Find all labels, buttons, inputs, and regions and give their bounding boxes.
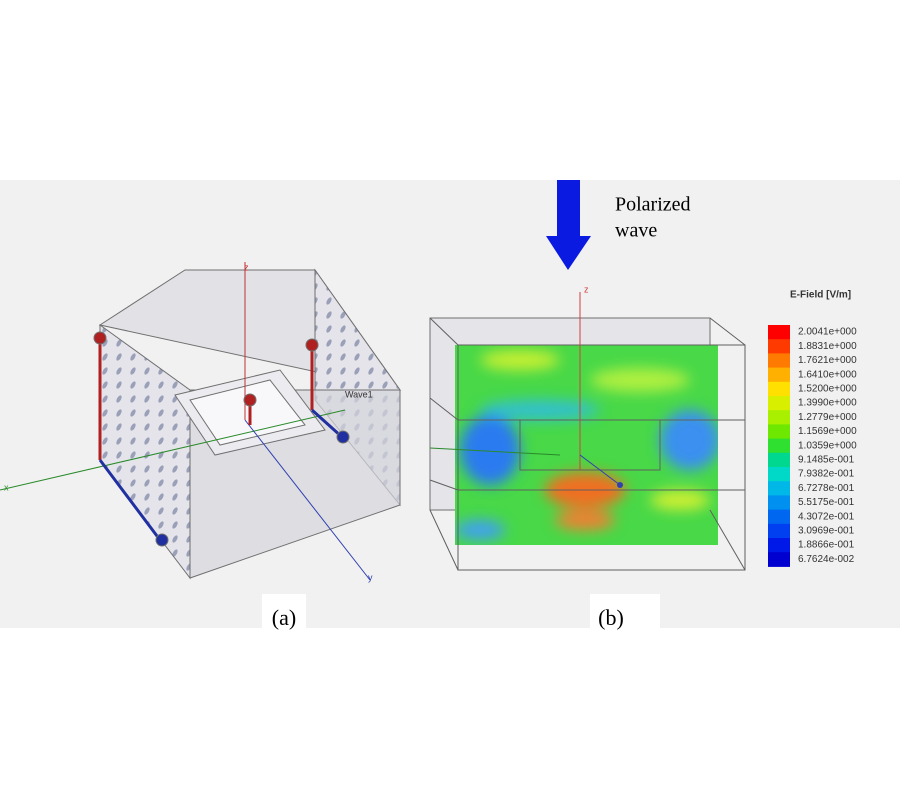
colorbar: 2.0041e+000 1.8831e+000 1.7621e+000 1.6410e… [768, 325, 857, 567]
e-arrow-head [93, 331, 107, 345]
colorbar-swatch [768, 410, 790, 425]
colorbar-swatch [768, 339, 790, 354]
panel-b [429, 180, 746, 571]
colorbar-label: 7.9382e-001 [798, 469, 855, 480]
h-arrow-head [336, 430, 350, 444]
box-edge [429, 317, 459, 346]
h-arrow-head [155, 533, 169, 547]
colorbar-title: E-Field [V/m] [790, 290, 851, 301]
colorbar-label: 1.0359e+000 [798, 440, 857, 451]
h-arrow [98, 459, 162, 541]
colorbar-swatch [768, 438, 790, 454]
axis-label: y [368, 572, 373, 582]
colorbar-swatch [768, 353, 790, 369]
wave-arrow-head [546, 236, 591, 270]
axis-label: z [584, 284, 589, 294]
colorbar-swatch [768, 523, 790, 539]
e-arrow-head [243, 393, 257, 407]
box-edge [429, 509, 459, 571]
colorbar-swatch [768, 367, 790, 383]
box-edge [709, 509, 746, 571]
h-arrow [310, 408, 344, 439]
panel-label: (a) [272, 605, 296, 630]
colorbar-swatch [768, 495, 790, 511]
colorbar-swatch [768, 467, 790, 482]
colorbar-label: 1.5200e+000 [798, 384, 857, 395]
colorbar-swatch [768, 396, 790, 411]
colorbar-swatch [768, 381, 790, 397]
e-arrow-head [305, 338, 319, 352]
colorbar-label: 1.8831e+000 [798, 341, 857, 352]
colorbar-label: 1.2779e+000 [798, 412, 857, 423]
colorbar-label: 6.7624e-002 [798, 554, 855, 565]
field-map [455, 345, 718, 545]
port-label: Wave1 [345, 389, 373, 399]
colorbar-label: 1.1569e+000 [798, 426, 857, 437]
y-axis [244, 419, 371, 581]
colorbar-label: 1.7621e+000 [798, 355, 857, 366]
label-box [590, 594, 660, 628]
y-axis [579, 454, 621, 486]
x-axis [0, 409, 346, 491]
inner-hole [189, 379, 306, 446]
axis-label: x [4, 482, 9, 492]
colorbar-label: 2.0041e+000 [798, 327, 857, 338]
colorbar-label: 1.8866e-001 [798, 540, 855, 551]
wave-arrow-shaft [557, 180, 580, 236]
colorbar-label: 1.6410e+000 [798, 369, 857, 380]
colorbar-label: 1.3990e+000 [798, 398, 857, 409]
colorbar-label: 9.1485e-001 [798, 455, 855, 466]
slab-bottom [429, 479, 745, 491]
colorbar-swatch [768, 325, 790, 340]
colorbar-label: 4.3072e-001 [798, 511, 855, 522]
colorbar-label: 3.0969e-001 [798, 526, 855, 537]
annotation: Polarized [615, 194, 691, 216]
colorbar-label: 5.5175e-001 [798, 497, 855, 508]
colorbar-swatch [768, 552, 790, 567]
panel-label: (b) [598, 605, 624, 630]
colorbar-label: 6.7278e-001 [798, 483, 855, 494]
colorbar-swatch [768, 452, 790, 468]
panel-a [0, 262, 402, 581]
resonator [458, 419, 661, 471]
colorbar-swatch [768, 481, 790, 496]
colorbar-swatch [768, 538, 790, 553]
colorbar-swatch [768, 509, 790, 525]
annotation: wave [615, 220, 657, 242]
x-axis [429, 447, 561, 456]
colorbar-swatch [768, 424, 790, 440]
axis-label: z [244, 262, 249, 272]
label-box [262, 594, 306, 628]
box-edge [709, 317, 746, 346]
box-front [457, 344, 746, 571]
axis-dot [617, 482, 623, 488]
